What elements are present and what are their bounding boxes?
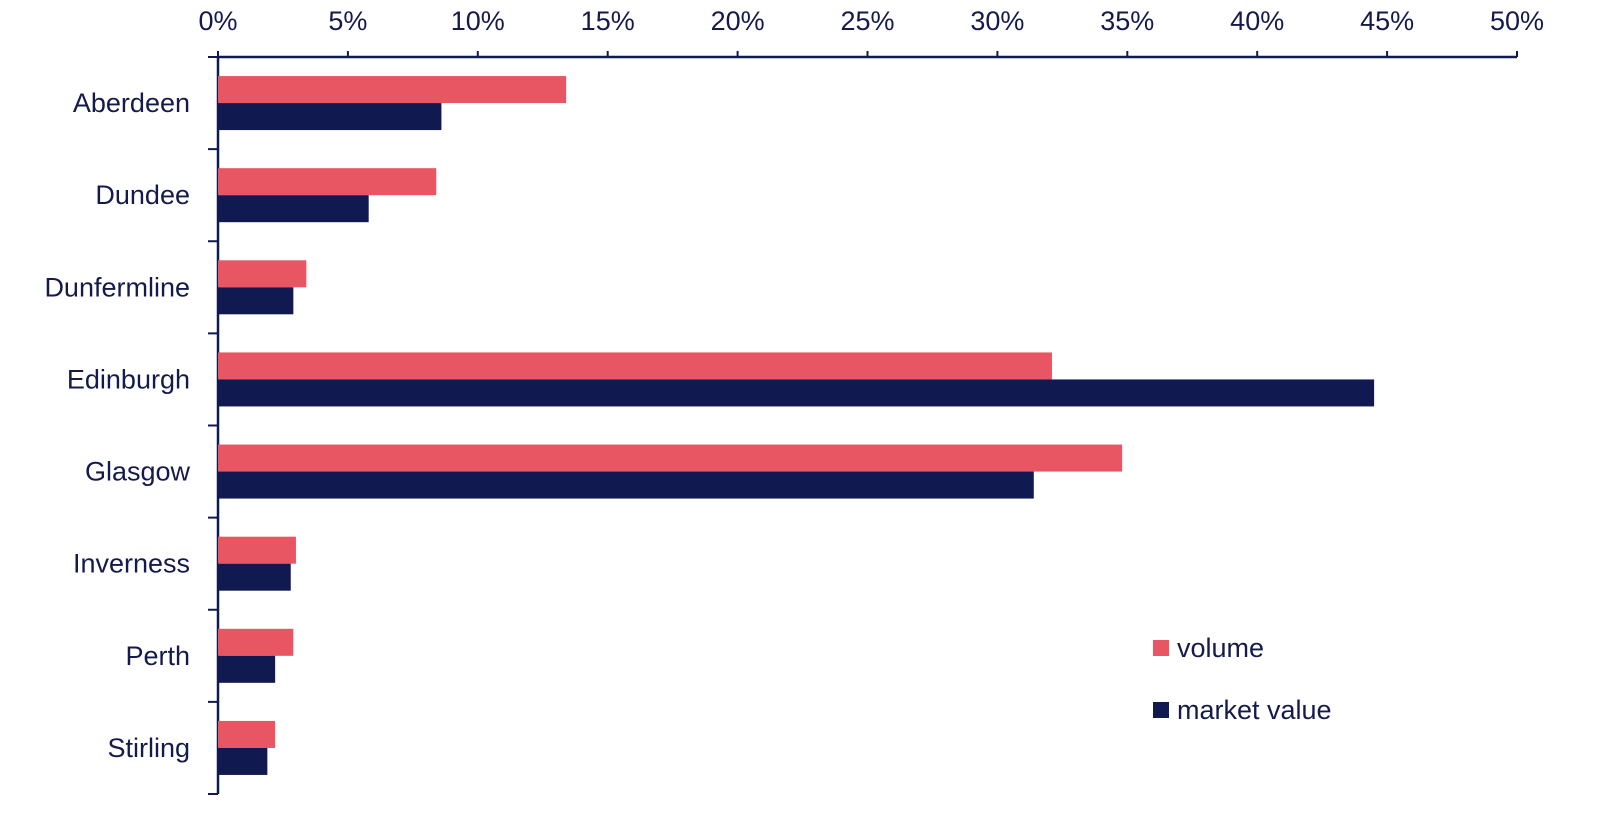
x-tick-label: 10%	[451, 6, 505, 36]
x-tick-label: 5%	[328, 6, 367, 36]
x-tick-label: 40%	[1230, 6, 1284, 36]
legend-label: market value	[1177, 695, 1332, 725]
category-label: Inverness	[73, 549, 190, 579]
bars	[218, 76, 1375, 775]
category-label: Dundee	[95, 180, 190, 210]
category-label: Aberdeen	[73, 88, 190, 118]
legend: volume market value	[1153, 633, 1332, 725]
x-tick-label: 35%	[1100, 6, 1154, 36]
bar-market-value-edinburgh	[218, 379, 1375, 407]
x-tick-label: 50%	[1490, 6, 1544, 36]
legend-label: volume	[1177, 633, 1264, 663]
bar-market-value-aberdeen	[218, 103, 442, 131]
bar-market-value-dunfermline	[218, 287, 294, 315]
bar-market-value-glasgow	[218, 471, 1034, 499]
bar-volume-aberdeen	[218, 76, 567, 104]
bar-volume-edinburgh	[218, 352, 1052, 380]
x-tick-label: 15%	[581, 6, 635, 36]
bar-volume-inverness	[218, 536, 296, 564]
category-label: Edinburgh	[67, 364, 190, 394]
bar-volume-dunfermline	[218, 260, 307, 288]
x-tick-label: 25%	[840, 6, 894, 36]
x-axis: 0% 5% 10% 15% 20% 25% 30% 35% 40% 45% 50%	[198, 6, 1544, 59]
x-tick-label: 45%	[1360, 6, 1414, 36]
x-tick-label: 0%	[198, 6, 237, 36]
bar-market-value-perth	[218, 655, 276, 683]
legend-swatch	[1153, 702, 1169, 718]
category-label: Stirling	[107, 733, 190, 763]
bar-market-value-stirling	[218, 747, 268, 775]
legend-swatch	[1153, 640, 1169, 656]
x-tick-label: 20%	[711, 6, 765, 36]
bar-market-value-dundee	[218, 195, 369, 223]
x-tick-label: 30%	[970, 6, 1024, 36]
category-label: Perth	[125, 641, 190, 671]
bar-volume-dundee	[218, 168, 437, 196]
y-axis: Aberdeen Dundee Dunfermline Edinburgh Glasgo…	[44, 56, 220, 795]
category-label: Dunfermline	[44, 272, 190, 302]
bar-market-value-inverness	[218, 563, 291, 591]
bar-volume-perth	[218, 628, 294, 656]
bar-volume-glasgow	[218, 444, 1123, 472]
bar-volume-stirling	[218, 720, 276, 748]
category-label: Glasgow	[85, 457, 191, 487]
